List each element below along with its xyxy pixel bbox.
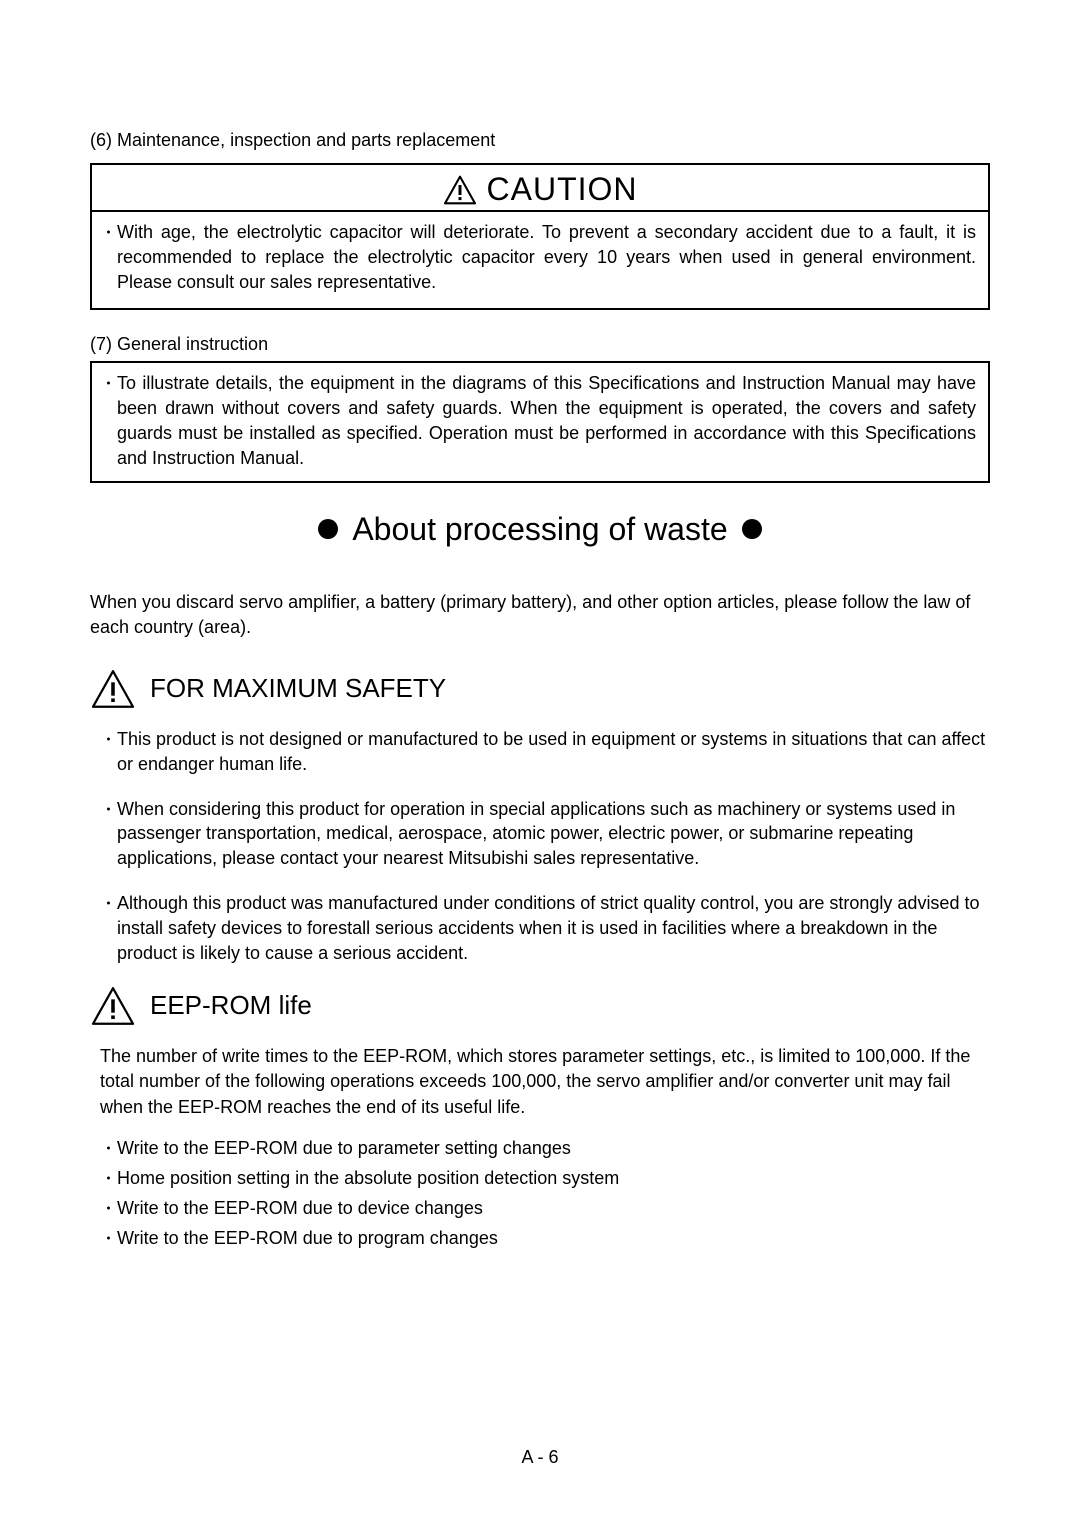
section-6-heading: (6) Maintenance, inspection and parts re…	[90, 130, 990, 151]
solid-bullet-icon	[318, 519, 338, 539]
eeprom-bullet-row: ･ Write to the EEP-ROM due to parameter …	[90, 1136, 990, 1162]
bullet-dot-icon: ･	[104, 1196, 113, 1222]
section-7-box: ･ To illustrate details, the equipment i…	[90, 361, 990, 482]
eeprom-bullet-text: Write to the EEP-ROM due to parameter se…	[117, 1136, 990, 1162]
solid-bullet-icon	[742, 519, 762, 539]
eeprom-bullet-row: ･ Home position setting in the absolute …	[90, 1166, 990, 1192]
waste-paragraph: When you discard servo amplifier, a batt…	[90, 590, 990, 641]
section-7-heading: (7) General instruction	[90, 334, 990, 355]
safety-bullet-row: ･ Although this product was manufactured…	[90, 891, 990, 965]
safety-heading-row: FOR MAXIMUM SAFETY	[90, 669, 990, 709]
eeprom-bullet-text: Write to the EEP-ROM due to program chan…	[117, 1226, 990, 1252]
safety-heading: FOR MAXIMUM SAFETY	[150, 673, 446, 704]
warning-triangle-icon	[90, 669, 136, 709]
eeprom-bullet-row: ･ Write to the EEP-ROM due to program ch…	[90, 1226, 990, 1252]
warning-triangle-icon	[443, 175, 477, 205]
caution-header: CAUTION	[92, 165, 988, 212]
caution-body: ･ With age, the electrolytic capacitor w…	[92, 212, 988, 308]
bullet-dot-icon: ･	[104, 371, 113, 470]
eeprom-heading-row: EEP-ROM life	[90, 986, 990, 1026]
safety-bullet-text: When considering this product for operat…	[117, 797, 990, 871]
bullet-dot-icon: ･	[104, 891, 113, 965]
eeprom-bullet-text: Home position setting in the absolute po…	[117, 1166, 990, 1192]
warning-triangle-icon	[90, 986, 136, 1026]
eeprom-heading: EEP-ROM life	[150, 990, 312, 1021]
caution-title: CAUTION	[487, 171, 638, 208]
safety-bullet-row: ･ This product is not designed or manufa…	[90, 727, 990, 777]
section-7-bullet-row: ･ To illustrate details, the equipment i…	[104, 371, 976, 470]
bullet-dot-icon: ･	[104, 727, 113, 777]
eeprom-bullet-row: ･ Write to the EEP-ROM due to device cha…	[90, 1196, 990, 1222]
bullet-dot-icon: ･	[104, 797, 113, 871]
waste-title-row: About processing of waste	[90, 511, 990, 548]
eeprom-paragraph: The number of write times to the EEP-ROM…	[100, 1044, 990, 1121]
safety-bullet-row: ･ When considering this product for oper…	[90, 797, 990, 871]
page-number: A - 6	[521, 1447, 558, 1468]
bullet-dot-icon: ･	[104, 1226, 113, 1252]
waste-title: About processing of waste	[352, 511, 727, 548]
eeprom-bullets: ･ Write to the EEP-ROM due to parameter …	[90, 1136, 990, 1251]
caution-bullet-row: ･ With age, the electrolytic capacitor w…	[104, 220, 976, 294]
caution-box: CAUTION ･ With age, the electrolytic cap…	[90, 163, 990, 310]
bullet-dot-icon: ･	[104, 1166, 113, 1192]
section-7-bullet-text: To illustrate details, the equipment in …	[117, 371, 976, 470]
caution-bullet-text: With age, the electrolytic capacitor wil…	[117, 220, 976, 294]
safety-bullets: ･ This product is not designed or manufa…	[90, 727, 990, 966]
bullet-dot-icon: ･	[104, 1136, 113, 1162]
safety-bullet-text: Although this product was manufactured u…	[117, 891, 990, 965]
eeprom-bullet-text: Write to the EEP-ROM due to device chang…	[117, 1196, 990, 1222]
safety-bullet-text: This product is not designed or manufact…	[117, 727, 990, 777]
bullet-dot-icon: ･	[104, 220, 113, 294]
